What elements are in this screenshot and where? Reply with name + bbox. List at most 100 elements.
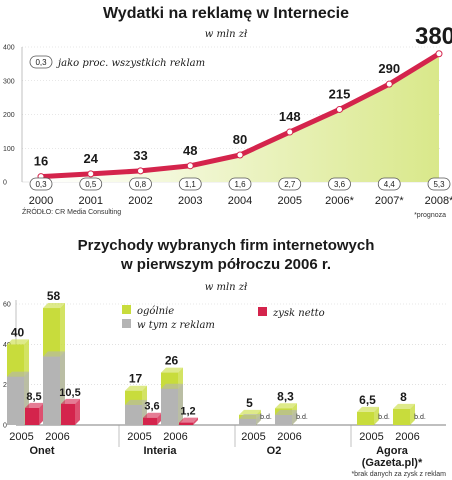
bar-ads-side — [178, 383, 183, 425]
profit-value-label: 3,6 — [144, 401, 159, 413]
chart1-x-axis: 2000 2001 2002 2003 2004 2005 2006* 2007* 2008* — [29, 195, 452, 207]
percent-badge — [427, 177, 451, 191]
year-label: 2006 — [45, 431, 69, 443]
chart2-footnote: *brak danych za zysk z reklam — [351, 471, 446, 478]
data-point — [137, 167, 144, 175]
company-label: (Gazeta.pl)* — [362, 457, 423, 469]
legend-profit-label: zysk netto — [272, 308, 325, 319]
bar-ads — [7, 376, 24, 425]
bar-profit — [179, 422, 193, 425]
bar-total-top — [357, 406, 379, 412]
chart1-legend: 0,3 jako proc. wszystkich reklam — [29, 55, 205, 69]
no-data-label: b.d. — [296, 414, 308, 421]
data-point — [435, 50, 443, 58]
year-label: 2005 — [127, 431, 151, 443]
data-point — [87, 170, 95, 178]
legend-percent-sample: 0,3 — [35, 58, 47, 67]
total-value-label: 58 — [47, 289, 61, 303]
bar-total-top — [275, 403, 297, 409]
no-data-label: b.d. — [414, 414, 426, 421]
bar-ads — [161, 388, 178, 425]
value-label: 24 — [84, 151, 99, 166]
year-label: 2006 — [163, 431, 187, 443]
percent-badge — [129, 177, 152, 191]
value-label: 215 — [329, 86, 351, 101]
x-tick-label: 2001 — [79, 195, 103, 207]
legend-percent-text: jako proc. wszystkich reklam — [56, 58, 205, 69]
data-point — [236, 151, 244, 159]
x-tick-label: 2003 — [178, 195, 202, 207]
bar-total-side — [410, 403, 415, 425]
percent-badge — [178, 177, 202, 191]
y-tick-label: 300 — [3, 78, 15, 85]
legend-ads-swatch — [122, 319, 131, 328]
bar-profit-side — [39, 402, 44, 425]
no-data-label: b.d. — [378, 414, 390, 421]
x-tick-label: 2007* — [375, 195, 404, 207]
no-data-label: b.d. — [260, 414, 272, 421]
chart2-title-line2: w pierwszym półroczu 2006 r. — [120, 256, 331, 273]
year-label: 2005 — [359, 431, 383, 443]
chart1-y-axis: 0 100 200 300 400 — [3, 45, 15, 187]
percent-label: 4,4 — [384, 180, 396, 189]
bar-profit-top — [61, 398, 80, 404]
total-value-label: 8 — [400, 390, 407, 404]
total-value-label: 17 — [129, 372, 143, 386]
bar-total-top — [161, 367, 183, 373]
chart1-title: Wydatki na reklamę w Internecie — [103, 5, 349, 22]
company-label: O2 — [267, 445, 282, 457]
chart1-area-fill — [41, 53, 439, 182]
x-tick-label: 2004 — [228, 195, 252, 207]
y-tick-label: 400 — [3, 45, 15, 52]
bar-ads-side — [292, 409, 297, 425]
bar-ads-top — [7, 371, 29, 377]
percent-label: 3,6 — [334, 180, 346, 189]
bar-profit — [25, 407, 39, 425]
percent-label: 2,7 — [284, 180, 296, 189]
chart1-subtitle: w mln zł — [205, 29, 248, 40]
legend-percent-badge — [29, 55, 53, 69]
y-tick-label: 40 — [3, 342, 11, 349]
percent-label: 1,1 — [185, 180, 197, 189]
year-label: 2005 — [9, 431, 33, 443]
bar-total-top — [393, 403, 415, 409]
y-tick-label: 60 — [3, 302, 11, 309]
percent-badge — [278, 177, 302, 191]
y-tick-label: 100 — [3, 146, 15, 153]
bar-total-side — [374, 406, 379, 425]
legend-profit-swatch — [258, 307, 267, 316]
percent-badge — [228, 177, 252, 191]
y-tick-label: 200 — [3, 112, 15, 119]
x-tick-label: 2000 — [29, 195, 53, 207]
profit-value-label: 10,5 — [59, 387, 80, 399]
bar-ads-top — [239, 413, 261, 419]
data-point — [385, 80, 393, 88]
bar-ads-side — [256, 413, 261, 425]
value-label: 16 — [34, 154, 48, 169]
profit-value-label: 1,2 — [180, 406, 195, 418]
bar-profit-top — [25, 402, 44, 408]
bar-profit — [61, 403, 75, 425]
percent-label: 0,5 — [85, 180, 97, 189]
value-label: 48 — [183, 143, 197, 158]
percent-label: 5,3 — [433, 180, 445, 189]
percent-label: 0,8 — [135, 180, 147, 189]
legend-ads-label: w tym z reklam — [137, 320, 215, 331]
bar-ads-top — [161, 383, 183, 389]
total-value-label: 8,3 — [277, 389, 294, 403]
bar-ads — [275, 414, 292, 425]
chart1-source: ŹRÓDŁO: CR Media Consulting — [22, 207, 121, 216]
bar-ads — [43, 356, 60, 425]
percent-badge — [377, 177, 401, 191]
y-tick-label: 20 — [3, 382, 11, 389]
bar-total-top — [43, 303, 65, 309]
bar-ads-top — [43, 351, 65, 357]
x-tick-label: 2005 — [278, 195, 302, 207]
bar-ads — [125, 404, 142, 425]
chart1-value-labels: 16 24 33 48 80 148 215 290 380 — [34, 23, 452, 169]
bar-ads-top — [125, 399, 147, 405]
total-value-label: 26 — [165, 354, 179, 368]
bar-profit-top — [143, 412, 162, 418]
chart2-y-axis: 0 20 40 60 — [3, 302, 11, 430]
